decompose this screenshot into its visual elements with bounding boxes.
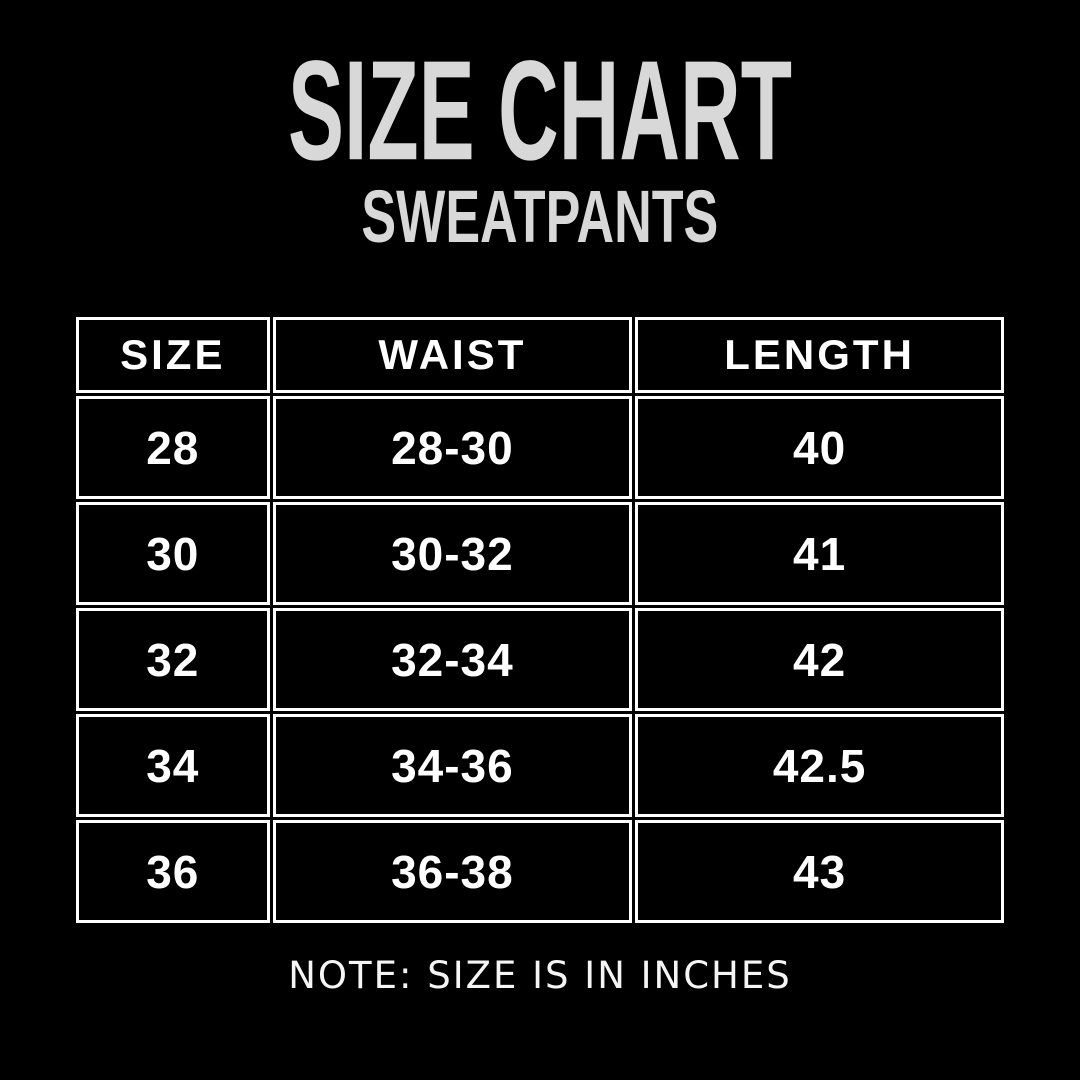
table-cell: 34 bbox=[76, 714, 270, 817]
table-header-cell: LENGTH bbox=[635, 317, 1004, 393]
size-note: NOTE: SIZE IS IN INCHES bbox=[288, 954, 792, 997]
table-row: 36 36-38 43 bbox=[76, 820, 1004, 923]
table-row: 30 30-32 41 bbox=[76, 502, 1004, 605]
table-header-cell: SIZE bbox=[76, 317, 270, 393]
table-header-cell: WAIST bbox=[272, 317, 633, 393]
page-title: SIZE CHART bbox=[0, 40, 1080, 182]
page-subtitle: SWEATPANTS bbox=[0, 179, 1080, 253]
table-cell: 30-32 bbox=[272, 502, 633, 605]
table-cell: 36 bbox=[76, 820, 270, 923]
table-cell: 36-38 bbox=[272, 820, 633, 923]
table-cell: 32 bbox=[76, 608, 270, 711]
size-table: SIZE WAIST LENGTH 28 28-30 40 30 30-32 41 32 32-3… bbox=[73, 314, 1007, 926]
table-header-row: SIZE WAIST LENGTH bbox=[76, 317, 1004, 393]
table-cell: 30 bbox=[76, 502, 270, 605]
page-title-text: SIZE CHART bbox=[288, 31, 792, 191]
table-cell: 43 bbox=[635, 820, 1004, 923]
table-cell: 28 bbox=[76, 396, 270, 499]
table-row: 32 32-34 42 bbox=[76, 608, 1004, 711]
table-cell: 41 bbox=[635, 502, 1004, 605]
page-subtitle-text: SWEATPANTS bbox=[361, 174, 719, 258]
table-cell: 34-36 bbox=[272, 714, 633, 817]
table-cell: 42.5 bbox=[635, 714, 1004, 817]
table-cell: 32-34 bbox=[272, 608, 633, 711]
table-cell: 40 bbox=[635, 396, 1004, 499]
table-cell: 28-30 bbox=[272, 396, 633, 499]
size-table-header: SIZE WAIST LENGTH bbox=[76, 317, 1004, 393]
size-table-body: 28 28-30 40 30 30-32 41 32 32-34 42 34 34-36 42.5 36… bbox=[76, 396, 1004, 923]
table-cell: 42 bbox=[635, 608, 1004, 711]
table-row: 28 28-30 40 bbox=[76, 396, 1004, 499]
table-row: 34 34-36 42.5 bbox=[76, 714, 1004, 817]
